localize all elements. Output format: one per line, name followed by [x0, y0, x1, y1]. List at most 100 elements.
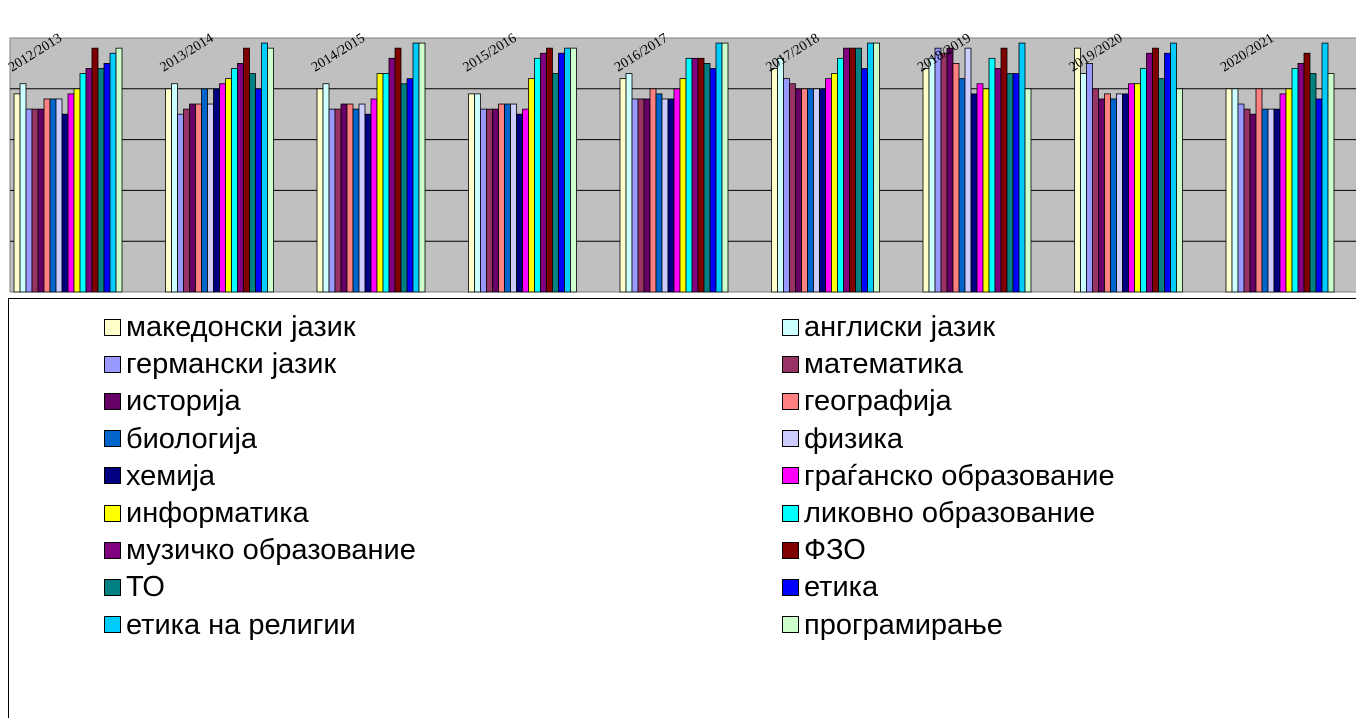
- bar: [79, 73, 87, 293]
- bar: [837, 57, 844, 293]
- bar: [492, 108, 499, 293]
- bar: [934, 47, 942, 293]
- legend-label: ТО: [126, 571, 165, 604]
- bar: [49, 98, 57, 293]
- bar: [171, 83, 178, 293]
- bar: [25, 108, 33, 293]
- bar: [213, 88, 220, 293]
- bar: [1000, 47, 1008, 293]
- bar: [189, 103, 196, 293]
- legend-swatch: [782, 392, 799, 410]
- legend-label: англиски јазик: [804, 311, 996, 343]
- bar: [1237, 103, 1245, 293]
- legend-swatch: [782, 504, 799, 522]
- bar: [1116, 93, 1123, 293]
- bar: [382, 73, 390, 293]
- bar: [570, 47, 577, 293]
- legend-item: германски јазик: [104, 349, 336, 379]
- bar: [261, 42, 268, 293]
- legend-item: граѓанско образование: [782, 461, 1115, 491]
- bar: [358, 103, 366, 293]
- legend-swatch: [782, 616, 799, 634]
- bar: [376, 73, 384, 293]
- bar: [474, 93, 481, 293]
- legend-item: музичко образование: [104, 535, 416, 565]
- legend-item: хемија: [104, 461, 215, 491]
- legend-item: математика: [782, 349, 963, 379]
- bar: [783, 78, 790, 293]
- bar: [940, 52, 948, 293]
- bar: [655, 93, 663, 293]
- bar: [861, 68, 868, 293]
- bar: [1006, 73, 1014, 293]
- bar: [1170, 42, 1177, 293]
- legend-swatch: [104, 467, 121, 485]
- bars-group: [13, 42, 1335, 293]
- bar: [219, 83, 226, 293]
- legend-swatch: [104, 430, 121, 448]
- bar: [831, 73, 838, 293]
- legend-swatch: [782, 467, 799, 485]
- bar: [667, 98, 675, 293]
- bar: [37, 108, 45, 293]
- legend-swatch: [104, 392, 121, 410]
- legend-swatch: [104, 541, 121, 559]
- legend-label: биологија: [126, 422, 258, 455]
- bar: [552, 73, 559, 293]
- legend-swatch: [782, 318, 799, 336]
- bar: [480, 108, 487, 293]
- bar: [661, 98, 669, 293]
- legend-item: географија: [782, 386, 952, 416]
- bar: [195, 103, 202, 293]
- bar: [619, 78, 627, 293]
- bar: [1225, 88, 1233, 293]
- legend-label: географија: [804, 385, 952, 418]
- bar: [546, 47, 553, 293]
- bar: [994, 68, 1002, 293]
- bar: [564, 47, 571, 293]
- legend-swatch: [782, 355, 799, 373]
- bar: [1267, 108, 1275, 293]
- legend-label: историја: [126, 385, 241, 418]
- bar: [243, 47, 250, 293]
- bar: [1321, 42, 1329, 293]
- bar: [946, 47, 954, 293]
- bar: [709, 68, 717, 293]
- bar: [177, 113, 184, 293]
- bar: [1297, 63, 1305, 293]
- bar: [267, 47, 274, 293]
- legend-item: етика: [782, 572, 878, 602]
- bar: [922, 68, 930, 293]
- bar: [388, 57, 396, 293]
- legend-swatch: [782, 430, 799, 448]
- bar: [85, 68, 93, 293]
- bar: [819, 88, 826, 293]
- bar: [691, 57, 699, 293]
- bar: [1152, 47, 1159, 293]
- bar: [673, 88, 681, 293]
- legend-item: програмирање: [782, 610, 1003, 640]
- legend-swatch: [104, 318, 121, 336]
- bar: [970, 93, 978, 293]
- bar: [825, 78, 832, 293]
- legend-swatch: [104, 504, 121, 522]
- bar: [715, 42, 723, 293]
- bar: [1122, 93, 1129, 293]
- bar: [322, 83, 330, 293]
- bar: [394, 47, 402, 293]
- bar: [1128, 83, 1135, 293]
- bar: [679, 78, 687, 293]
- bar: [1303, 52, 1311, 293]
- bar: [771, 68, 778, 293]
- bar: [1249, 113, 1257, 293]
- bar: [849, 47, 856, 293]
- legend: македонски јазик англиски јазик германски …: [8, 298, 1356, 718]
- legend-swatch: [782, 578, 799, 596]
- bar: [522, 108, 529, 293]
- bar: [255, 88, 262, 293]
- legend-item: информатика: [104, 498, 309, 528]
- bar: [988, 57, 996, 293]
- bar: [789, 83, 796, 293]
- bar: [1092, 88, 1099, 293]
- bar: [873, 42, 880, 293]
